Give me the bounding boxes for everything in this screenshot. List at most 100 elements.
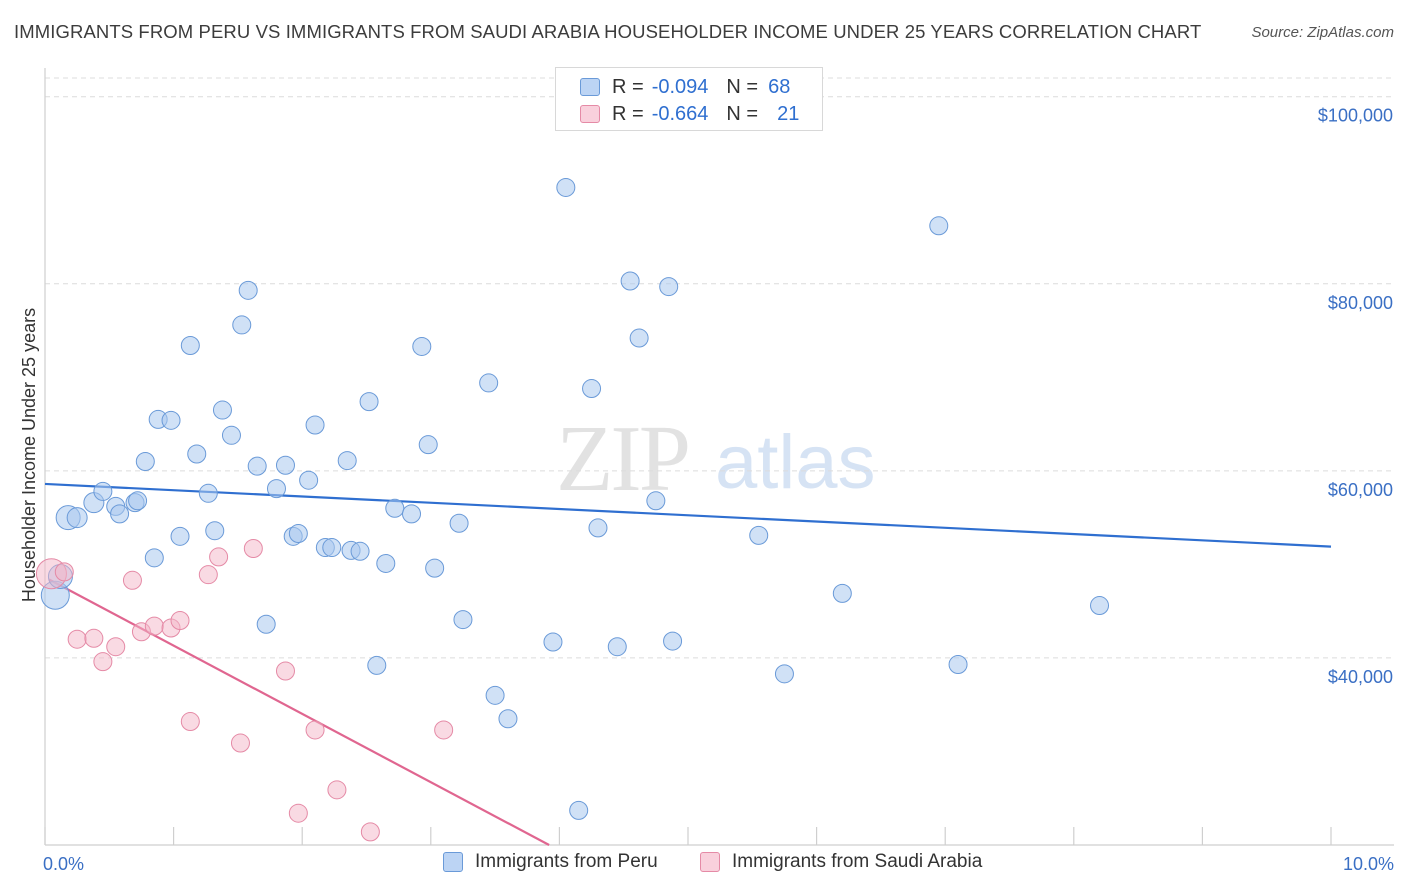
peru-point bbox=[337, 451, 357, 471]
y-tick-label: $40,000 bbox=[1328, 667, 1393, 687]
peru-point bbox=[256, 614, 276, 634]
legend-r-value: -0.094 bbox=[651, 75, 709, 98]
bottom-legend-peru-label: Immigrants from Peru bbox=[475, 851, 658, 872]
peru-point bbox=[582, 379, 602, 399]
watermark-atlas: atlas bbox=[715, 420, 876, 505]
tick-labels: $40,000 $60,000 $80,000 $100,000 0.0% 10.0% bbox=[43, 106, 1394, 874]
correlation-legend: R = -0.094 N = 68 R = -0.664 N = 21 bbox=[555, 67, 823, 131]
bottom-legend-saudi: Immigrants from Saudi Arabia bbox=[700, 851, 982, 873]
saudi-point bbox=[327, 780, 347, 800]
legend-n-label: N = bbox=[726, 102, 759, 125]
peru-point bbox=[588, 518, 608, 538]
peru-point bbox=[299, 470, 319, 490]
peru-point bbox=[93, 481, 113, 501]
saudi-point bbox=[198, 565, 218, 585]
saudi-point bbox=[93, 652, 113, 672]
peru-point bbox=[646, 491, 666, 511]
saudi-point bbox=[305, 720, 325, 740]
saudi-point bbox=[288, 803, 308, 823]
peru-point bbox=[453, 610, 473, 630]
chart-title: IMMIGRANTS FROM PERU VS IMMIGRANTS FROM … bbox=[14, 21, 1202, 42]
peru-point bbox=[170, 526, 190, 546]
y-axis-title: Householder Income Under 25 years bbox=[19, 308, 39, 602]
peru-point bbox=[266, 479, 286, 499]
saudi-point bbox=[434, 720, 454, 740]
peru-point bbox=[663, 631, 683, 651]
peru-point bbox=[359, 392, 379, 412]
source-label: Source: ZipAtlas.com bbox=[1251, 24, 1394, 41]
saudi-point bbox=[180, 712, 200, 732]
peru-point bbox=[425, 558, 445, 578]
axes bbox=[44, 68, 1394, 846]
peru-point bbox=[305, 415, 325, 435]
peru-point bbox=[1090, 596, 1110, 616]
legend-n-label: N = bbox=[726, 75, 759, 98]
saudi-point bbox=[243, 538, 263, 558]
peru-point bbox=[180, 336, 200, 356]
peru-point bbox=[385, 498, 405, 518]
peru-point bbox=[232, 315, 252, 335]
peru-point bbox=[569, 800, 589, 820]
peru-point bbox=[110, 504, 130, 524]
saudi-point bbox=[67, 629, 87, 649]
legend-swatch-peru bbox=[580, 78, 600, 96]
legend-row-peru: R = -0.094 N = 68 bbox=[580, 74, 790, 100]
y-tick-label: $100,000 bbox=[1318, 106, 1393, 126]
peru-point bbox=[212, 400, 232, 420]
peru-point bbox=[929, 216, 949, 236]
peru-point bbox=[485, 685, 505, 705]
peru-point bbox=[221, 425, 241, 445]
bottom-legend-saudi-label: Immigrants from Saudi Arabia bbox=[732, 851, 983, 872]
peru-point bbox=[205, 521, 225, 541]
peru-point bbox=[412, 336, 432, 356]
peru-point bbox=[322, 538, 342, 558]
saudi-point bbox=[360, 822, 380, 842]
peru-point bbox=[128, 491, 148, 511]
saudi-point bbox=[106, 637, 126, 657]
peru-point bbox=[556, 177, 576, 197]
saudi-point bbox=[144, 616, 164, 636]
peru-point bbox=[350, 541, 370, 561]
peru-point bbox=[543, 632, 563, 652]
legend-n-value: 21 bbox=[777, 102, 800, 125]
bottom-legend-peru: Immigrants from Peru bbox=[443, 851, 658, 873]
peru-point bbox=[247, 456, 267, 476]
legend-r-label: R = bbox=[612, 102, 644, 125]
watermark-zip: ZIP bbox=[556, 407, 688, 511]
peru-point bbox=[367, 655, 387, 675]
peru-point bbox=[135, 452, 155, 471]
y-tick-label: $60,000 bbox=[1328, 480, 1393, 500]
peru-point bbox=[607, 637, 627, 657]
peru-point bbox=[161, 410, 181, 430]
saudi-points bbox=[35, 538, 454, 842]
x-tick-label: 0.0% bbox=[43, 854, 84, 874]
saudi-point bbox=[122, 570, 142, 590]
saudi-point bbox=[209, 547, 229, 567]
peru-point bbox=[376, 553, 396, 573]
peru-point bbox=[629, 328, 649, 348]
peru-point bbox=[418, 435, 438, 455]
peru-point bbox=[275, 455, 295, 475]
peru-point bbox=[187, 444, 207, 464]
watermark: ZIP atlas bbox=[556, 407, 876, 511]
saudi-point bbox=[230, 733, 250, 753]
peru-point bbox=[449, 513, 469, 533]
peru-point bbox=[479, 373, 499, 393]
peru-point bbox=[749, 525, 769, 545]
peru-point bbox=[948, 654, 968, 674]
saudi-point bbox=[170, 611, 190, 631]
legend-r-value: -0.664 bbox=[651, 102, 709, 125]
saudi-point bbox=[275, 661, 295, 681]
peru-point bbox=[832, 583, 852, 603]
peru-point bbox=[498, 709, 518, 729]
peru-trend-line bbox=[44, 482, 1332, 548]
peru-point bbox=[144, 548, 164, 568]
gridlines bbox=[45, 77, 1394, 659]
bottom-swatch-peru bbox=[443, 852, 463, 872]
peru-point bbox=[402, 504, 422, 524]
peru-point bbox=[620, 271, 640, 291]
peru-point bbox=[659, 277, 679, 297]
legend-swatch-saudi bbox=[580, 105, 600, 123]
trend-lines bbox=[44, 482, 1332, 846]
